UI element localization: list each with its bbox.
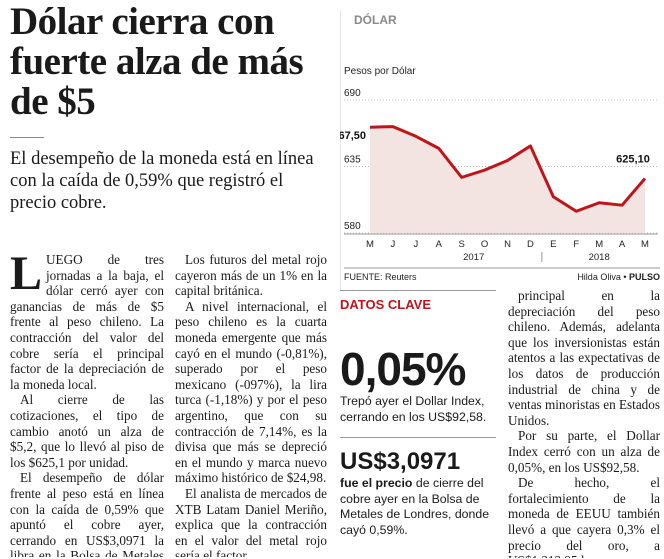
y-tick-label: 635: [344, 155, 361, 166]
key-figure: 0,05%: [340, 343, 466, 395]
x-tick-label: J: [391, 239, 396, 250]
x-tick-label: A: [619, 239, 626, 250]
paragraph: LUEGO de tres jornadas a la baja, el dól…: [10, 252, 164, 392]
paragraph: El analista de mercados de XTB Latam Dan…: [175, 485, 327, 557]
chart: DÓLAR Pesos por Dólar FUENTE: Reuters Hi…: [340, 10, 660, 290]
paragraph: De hecho, el fortalecimiento de la moned…: [508, 475, 660, 558]
key-text-rest: de cierre del cobre ayer en la Bolsa de …: [340, 476, 490, 537]
x-tick-label: F: [573, 239, 579, 250]
separator: •: [621, 272, 629, 282]
headline: Dólar cierra con fuerte alza de más de $…: [10, 0, 304, 123]
key-text-bold: fue el precio: [340, 476, 413, 490]
chart-title: DÓLAR: [354, 12, 397, 27]
x-tick-label: O: [481, 239, 488, 250]
key-figure: US$3,0971: [340, 437, 496, 476]
paragraph: Por su parte, el Dollar Index cerró con …: [508, 428, 660, 475]
key-data-box: DATOS CLAVE 0,05% Trepó ayer el Dollar I…: [340, 290, 496, 550]
x-tick-label: M: [366, 239, 374, 250]
body-column: LUEGO de tres jornadas a la baja, el dól…: [10, 252, 164, 557]
paragraph: Al cierre de las cotizaciones, el tipo d…: [10, 392, 164, 470]
deck: El desempeño de la moneda está en línea …: [10, 149, 314, 213]
value-label: 625,10: [616, 153, 650, 165]
x-tick-label: E: [550, 239, 556, 250]
body-column: principal en la depreciación del peso ch…: [508, 288, 660, 558]
key-text: Trepó ayer el Dollar Index, cerrando en …: [340, 394, 487, 424]
y-tick-label: 690: [344, 88, 361, 99]
x-tick-label: D: [527, 239, 534, 250]
x-tick-label: J: [413, 239, 418, 250]
paragraph: principal en la depreciación del peso ch…: [508, 288, 660, 428]
source: FUENTE: Reuters: [344, 272, 417, 282]
key-text: fue el precio de cierre del cobre ayer e…: [340, 476, 496, 538]
year-label: 2017: [463, 252, 484, 263]
author: Hilda Oliva: [577, 272, 621, 282]
x-tick-label: M: [595, 239, 603, 250]
rule: [10, 137, 44, 138]
body-column: Los futuros del metal rojo cayeron más d…: [175, 252, 327, 557]
value-label: 667,50: [340, 130, 366, 142]
key-data-title: DATOS CLAVE: [340, 290, 496, 312]
x-tick-label: A: [436, 239, 443, 250]
paragraph: El desempeño de dólar frente al peso est…: [10, 470, 164, 557]
x-tick-label: M: [641, 239, 649, 250]
year-label: 2018: [589, 252, 610, 263]
y-tick-label: 580: [344, 221, 361, 232]
line: [369, 125, 647, 213]
paragraph: A nivel internacional, el peso chileno e…: [175, 298, 327, 486]
area: [370, 126, 645, 233]
x-tick-label: S: [458, 239, 464, 250]
x-tick-label: N: [504, 239, 511, 250]
outlet: PULSO: [629, 272, 660, 282]
y-axis-label: Pesos por Dólar: [344, 66, 416, 77]
credit: Hilda Oliva • PULSO: [577, 272, 660, 282]
paragraph: Los futuros del metal rojo cayeron más d…: [175, 252, 327, 299]
